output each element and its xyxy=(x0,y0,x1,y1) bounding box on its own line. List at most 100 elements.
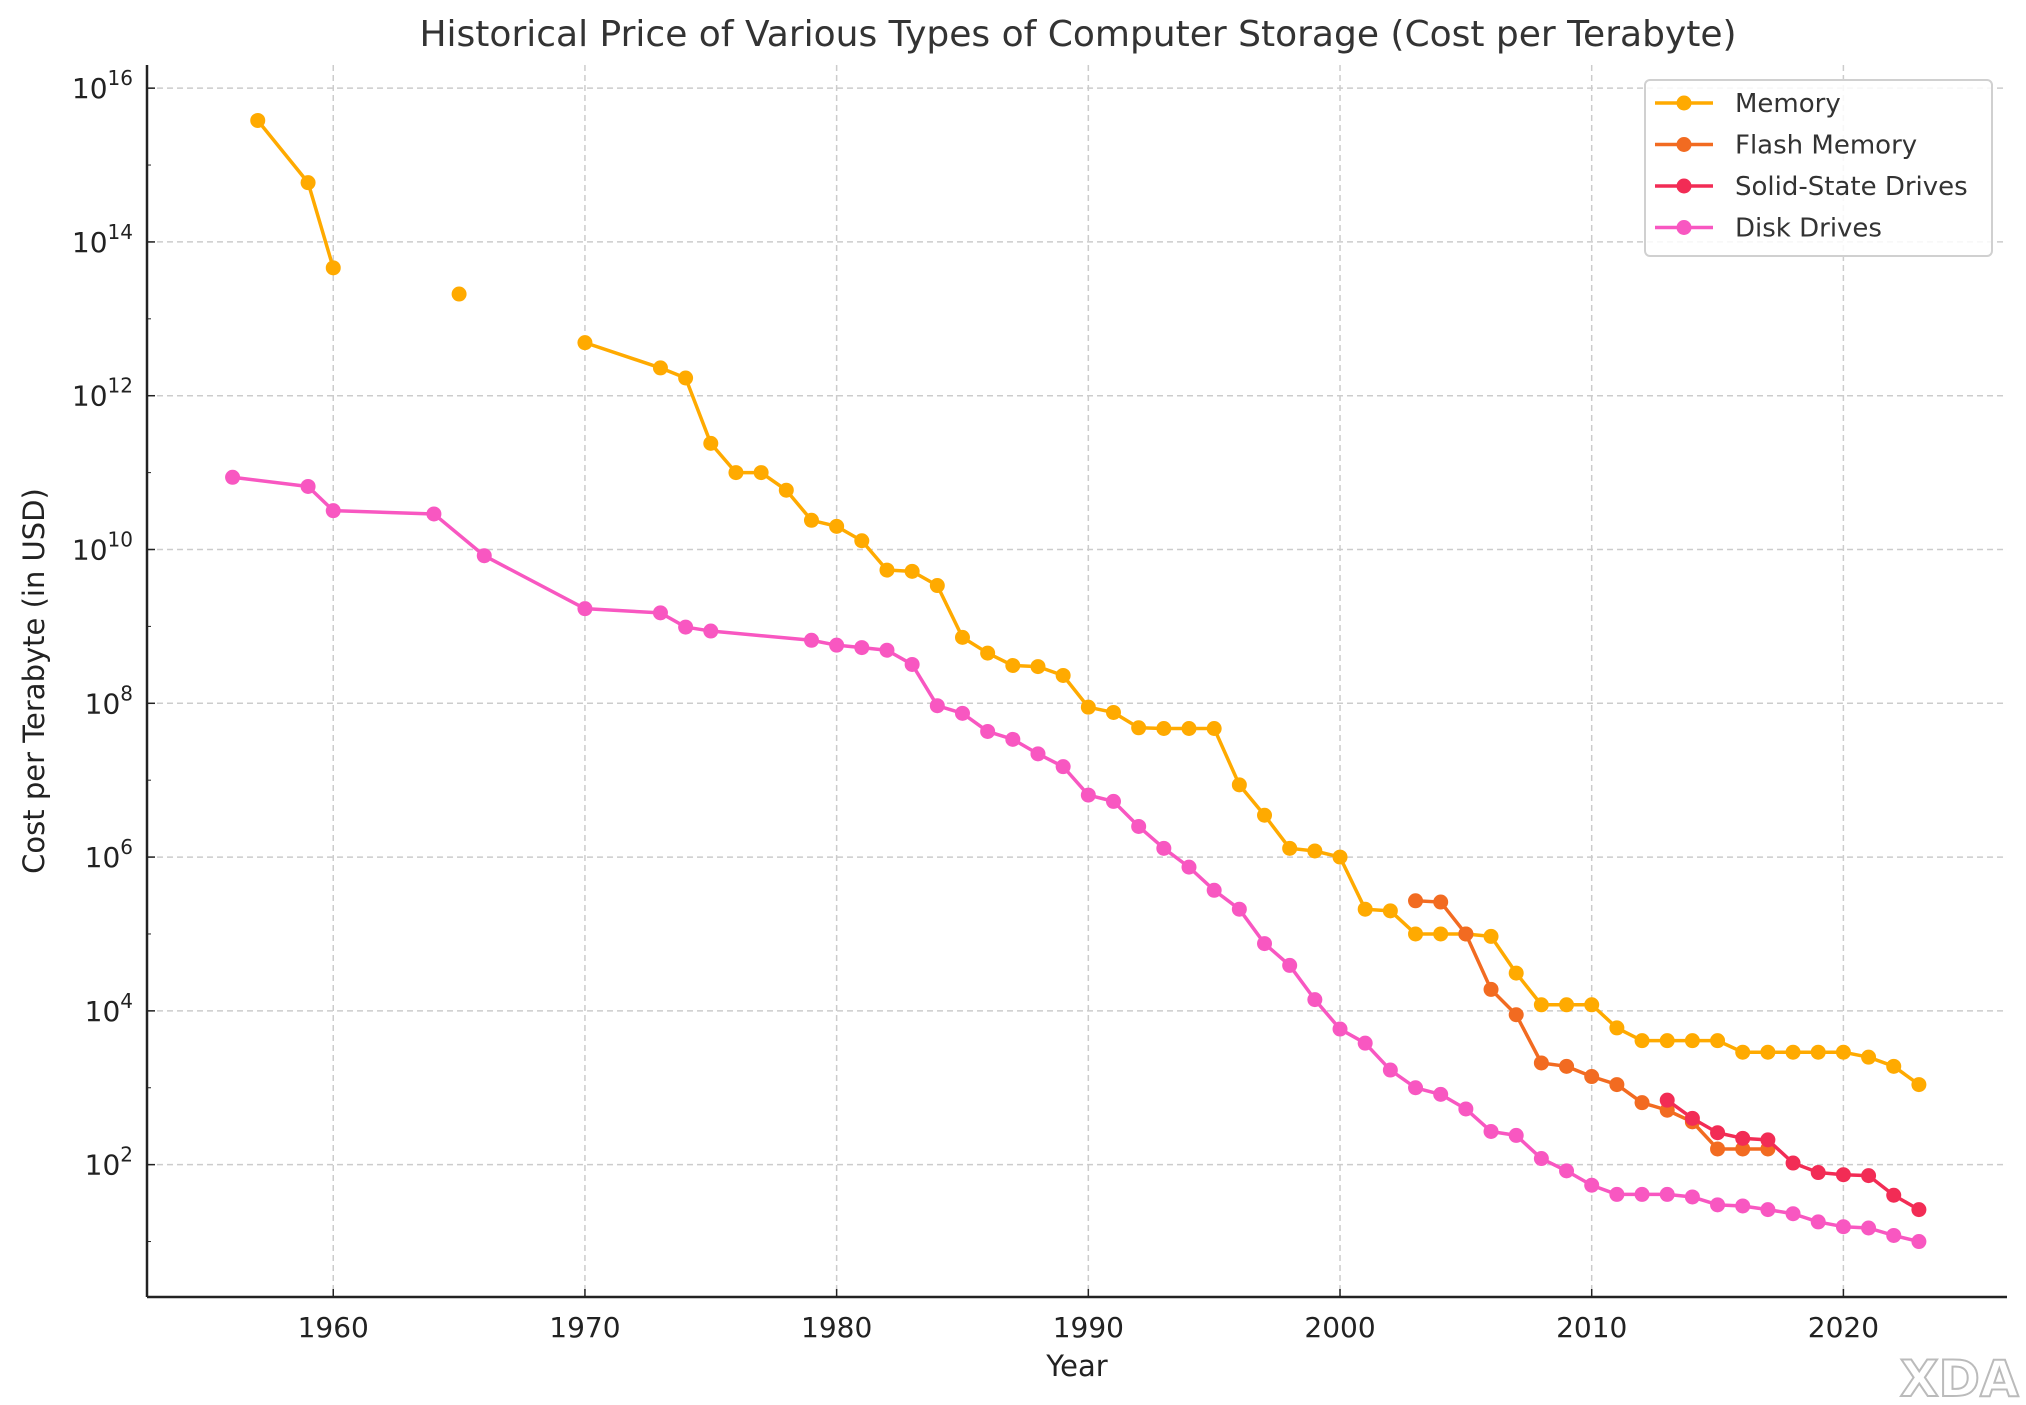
data-point xyxy=(325,503,341,519)
data-point xyxy=(803,512,819,528)
data-point xyxy=(1332,1021,1348,1037)
data-point xyxy=(1030,746,1046,762)
data-point xyxy=(1408,926,1424,942)
legend-item: Flash Memory xyxy=(1655,131,1917,161)
data-point xyxy=(678,619,694,635)
data-point xyxy=(1735,1130,1751,1146)
legend-label: Flash Memory xyxy=(1735,131,1917,161)
data-point xyxy=(1684,1033,1700,1049)
data-point xyxy=(426,506,442,522)
series-line xyxy=(584,340,1920,1086)
legend-item: Memory xyxy=(1655,89,1841,119)
data-point xyxy=(1835,1167,1851,1183)
y-tick-label: 102 xyxy=(85,1143,133,1182)
data-point xyxy=(577,601,593,617)
y-tick-label: 1012 xyxy=(72,374,133,413)
data-point xyxy=(250,112,266,128)
data-point xyxy=(778,482,794,498)
data-point xyxy=(1458,1101,1474,1117)
data-point xyxy=(1609,1077,1625,1093)
data-point xyxy=(1710,1141,1726,1157)
data-point xyxy=(1508,965,1524,981)
x-tick-label: 1990 xyxy=(1053,1311,1124,1344)
data-point xyxy=(904,656,920,672)
data-point xyxy=(1810,1214,1826,1230)
data-point xyxy=(1785,1206,1801,1222)
data-point xyxy=(1483,981,1499,997)
data-point xyxy=(703,623,719,639)
series-flash-memory xyxy=(1408,893,1776,1157)
chart-title: Historical Price of Various Types of Com… xyxy=(419,14,1736,55)
data-point xyxy=(577,335,593,351)
legend: Memory Flash Memory Solid-State Drives Disk… xyxy=(1644,79,1993,257)
data-point xyxy=(678,370,694,386)
y-tick-label: 1010 xyxy=(72,528,133,567)
data-point xyxy=(1282,840,1298,856)
legend-item: Solid-State Drives xyxy=(1655,172,1968,202)
data-point xyxy=(980,645,996,661)
data-point xyxy=(1005,731,1021,747)
legend-marker xyxy=(1676,95,1692,111)
data-point xyxy=(1659,1033,1675,1049)
data-point xyxy=(1533,997,1549,1013)
data-point xyxy=(1659,1186,1675,1202)
data-point xyxy=(1760,1202,1776,1218)
y-tick-label: 104 xyxy=(85,989,133,1028)
data-point xyxy=(703,435,719,451)
data-point xyxy=(1156,721,1172,737)
data-point xyxy=(1584,1069,1600,1085)
data-point xyxy=(929,578,945,594)
x-tick-label: 1970 xyxy=(549,1311,620,1344)
legend-item: Disk Drives xyxy=(1655,214,1882,244)
data-point xyxy=(1231,777,1247,793)
x-tick-label: 1960 xyxy=(298,1311,369,1344)
data-point xyxy=(1735,1044,1751,1060)
data-point xyxy=(1508,1007,1524,1023)
x-tick-label: 1980 xyxy=(801,1311,872,1344)
data-point xyxy=(1659,1092,1675,1108)
data-point xyxy=(476,548,492,564)
data-point xyxy=(1433,894,1449,910)
data-point xyxy=(954,705,970,721)
data-point xyxy=(1105,793,1121,809)
ticks: 1960 1970 1980 1990 2000 2010 2020 102 104 106 108… xyxy=(72,66,1879,1344)
legend-marker xyxy=(1676,137,1692,152)
data-point xyxy=(1055,667,1071,683)
data-point xyxy=(1080,699,1096,715)
data-point xyxy=(1710,1033,1726,1049)
data-point xyxy=(300,478,316,494)
data-point xyxy=(1760,1132,1776,1148)
data-point xyxy=(1559,997,1575,1013)
data-point xyxy=(1483,1123,1499,1139)
data-point xyxy=(1785,1155,1801,1171)
data-point xyxy=(1483,928,1499,944)
data-point xyxy=(1861,1220,1877,1236)
data-point xyxy=(1886,1058,1902,1074)
legend-box xyxy=(1644,79,1993,257)
data-point xyxy=(300,175,316,191)
data-point xyxy=(1886,1227,1902,1243)
data-point xyxy=(1559,1058,1575,1074)
data-point xyxy=(1206,721,1222,737)
x-axis-label: Year xyxy=(1045,1349,1107,1383)
data-point xyxy=(1684,1110,1700,1126)
data-point xyxy=(1105,704,1121,720)
data-point xyxy=(451,286,467,302)
data-point xyxy=(1282,957,1298,973)
data-point xyxy=(1181,859,1197,875)
data-point xyxy=(1408,893,1424,909)
data-point xyxy=(1433,1086,1449,1102)
series-disk-drives xyxy=(225,469,1927,1250)
data-point xyxy=(1835,1044,1851,1060)
data-point xyxy=(829,518,845,534)
data-point xyxy=(1584,997,1600,1013)
data-point xyxy=(1055,759,1071,775)
data-point xyxy=(1684,1189,1700,1205)
data-point xyxy=(1307,843,1323,859)
legend-label: Disk Drives xyxy=(1735,214,1882,244)
data-point xyxy=(1911,1202,1927,1218)
data-point xyxy=(1634,1095,1650,1111)
data-point xyxy=(225,469,241,485)
data-point xyxy=(1785,1044,1801,1060)
